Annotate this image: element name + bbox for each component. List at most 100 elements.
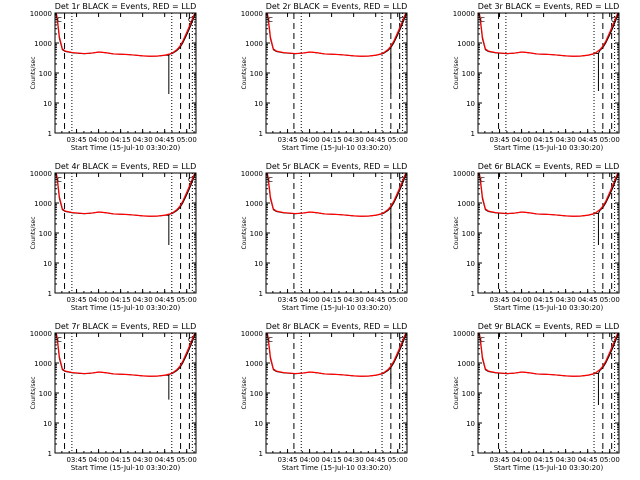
x-tick-label: 04:30 xyxy=(556,296,576,304)
y-tick-label: 1000 xyxy=(245,360,263,368)
x-tick-label: 03:45 xyxy=(489,136,509,144)
lld-series-line xyxy=(478,13,619,57)
panel-title: Det 6r BLACK = Events, RED = LLD xyxy=(478,162,620,171)
y-axis-label: Counts/sec xyxy=(453,376,460,409)
lld-series-line xyxy=(478,173,619,217)
panel-det-8: Det 8r BLACK = Events, RED = LLD 1 10 100 10… xyxy=(241,322,408,472)
y-tick-label: 1 xyxy=(259,130,263,138)
y-axis-label: Counts/sec xyxy=(453,56,460,89)
y-tick-label: 10000 xyxy=(453,170,475,178)
plot-frame xyxy=(477,172,620,294)
x-tick-label: 03:45 xyxy=(66,136,86,144)
panel-title: Det 1r BLACK = Events, RED = LLD xyxy=(55,2,197,11)
x-tick-label: 03:45 xyxy=(277,456,297,464)
x-tick-label: 04:15 xyxy=(322,296,342,304)
y-tick-label: 10000 xyxy=(453,10,475,18)
plot-frame xyxy=(265,12,408,134)
plot-frame xyxy=(265,332,408,454)
y-axis-label: Counts/sec xyxy=(241,56,248,89)
x-tick-label: 04:00 xyxy=(511,456,531,464)
y-tick-label: 100 xyxy=(39,70,52,78)
x-tick-label: 05:00 xyxy=(177,296,197,304)
corner-annotation-left: C xyxy=(57,336,62,344)
x-tick-label: 04:15 xyxy=(534,136,554,144)
y-tick-label: 10 xyxy=(254,100,263,108)
y-tick-label: 100 xyxy=(462,230,475,238)
x-tick-label: 04:45 xyxy=(578,456,598,464)
panel-det-7: Det 7r BLACK = Events, RED = LLD 1 10 100 10… xyxy=(30,322,197,472)
x-axis-label: Start Time (15-Jul-10 03:30:20) xyxy=(282,304,392,312)
y-tick-label: 100 xyxy=(39,390,52,398)
y-tick-label: 10 xyxy=(466,420,475,428)
y-tick-label: 1000 xyxy=(245,200,263,208)
events-series-line xyxy=(55,333,196,400)
corner-annotation-right: C xyxy=(611,336,616,344)
panel-det-6: Det 6r BLACK = Events, RED = LLD 1 10 100 10… xyxy=(453,162,620,312)
y-tick-label: 1000 xyxy=(34,200,52,208)
y-tick-label: 1 xyxy=(48,450,52,458)
y-axis-label: Counts/sec xyxy=(30,56,37,89)
x-axis-label: Start Time (15-Jul-10 03:30:20) xyxy=(71,144,181,152)
y-tick-label: 1 xyxy=(471,450,475,458)
events-series-line xyxy=(478,13,619,92)
y-tick-label: 1000 xyxy=(34,360,52,368)
x-tick-label: 04:15 xyxy=(534,456,554,464)
y-axis-label: Counts/sec xyxy=(241,376,248,409)
x-tick-label: 04:00 xyxy=(88,456,108,464)
x-tick-label: 04:30 xyxy=(556,136,576,144)
y-tick-label: 10 xyxy=(43,260,52,268)
plot-frame xyxy=(54,172,197,294)
x-tick-label: 04:00 xyxy=(511,296,531,304)
panel-title: Det 5r BLACK = Events, RED = LLD xyxy=(266,162,408,171)
panel-title: Det 9r BLACK = Events, RED = LLD xyxy=(478,322,620,331)
x-tick-label: 05:00 xyxy=(177,456,197,464)
y-tick-label: 1 xyxy=(48,290,52,298)
x-tick-label: 04:30 xyxy=(133,456,153,464)
x-axis-label: Start Time (15-Jul-10 03:30:20) xyxy=(282,144,392,152)
x-tick-label: 04:30 xyxy=(133,136,153,144)
y-tick-label: 1 xyxy=(48,130,52,138)
x-tick-label: 04:45 xyxy=(366,456,386,464)
x-tick-label: 04:15 xyxy=(534,296,554,304)
x-tick-label: 05:00 xyxy=(388,296,408,304)
x-tick-label: 04:00 xyxy=(299,136,319,144)
y-axis-label: Counts/sec xyxy=(241,216,248,249)
x-tick-label: 03:45 xyxy=(277,136,297,144)
x-tick-label: 04:15 xyxy=(111,296,131,304)
x-tick-label: 04:00 xyxy=(511,136,531,144)
y-axis-label: Counts/sec xyxy=(30,216,37,249)
corner-annotation-right: C xyxy=(611,16,616,24)
x-tick-label: 05:00 xyxy=(388,136,408,144)
y-tick-label: 100 xyxy=(462,70,475,78)
x-tick-label: 04:30 xyxy=(344,456,364,464)
x-axis-label: Start Time (15-Jul-10 03:30:20) xyxy=(494,144,604,152)
y-tick-label: 1000 xyxy=(245,40,263,48)
y-tick-label: 1 xyxy=(259,290,263,298)
x-tick-label: 03:45 xyxy=(489,296,509,304)
corner-annotation-left: C xyxy=(480,176,485,184)
plot-frame xyxy=(477,12,620,134)
x-tick-label: 04:30 xyxy=(344,296,364,304)
y-tick-label: 10000 xyxy=(241,10,263,18)
panel-title: Det 3r BLACK = Events, RED = LLD xyxy=(478,2,620,11)
panel-det-4: Det 4r BLACK = Events, RED = LLD 1 10 100 10… xyxy=(30,162,197,312)
corner-annotation-right: C xyxy=(188,16,193,24)
events-series-line xyxy=(55,173,196,245)
plot-frame xyxy=(265,172,408,294)
corner-annotation-right: C xyxy=(399,176,404,184)
corner-annotation-right: C xyxy=(188,176,193,184)
x-tick-label: 05:00 xyxy=(177,136,197,144)
y-tick-label: 10000 xyxy=(453,330,475,338)
x-tick-label: 04:45 xyxy=(578,136,598,144)
x-tick-label: 05:00 xyxy=(600,456,620,464)
panel-det-5: Det 5r BLACK = Events, RED = LLD 1 10 100 10… xyxy=(241,162,408,312)
lld-series-line xyxy=(266,333,407,377)
x-tick-label: 04:45 xyxy=(366,296,386,304)
x-tick-label: 04:45 xyxy=(578,296,598,304)
x-axis-label: Start Time (15-Jul-10 03:30:20) xyxy=(494,464,604,472)
x-tick-label: 04:30 xyxy=(133,296,153,304)
y-tick-label: 10 xyxy=(254,260,263,268)
y-tick-label: 1 xyxy=(471,290,475,298)
corner-annotation-left: C xyxy=(268,176,273,184)
x-tick-label: 03:45 xyxy=(489,456,509,464)
